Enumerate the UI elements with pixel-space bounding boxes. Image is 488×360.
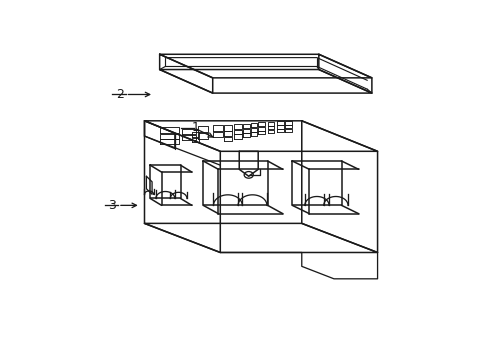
Text: 1: 1 xyxy=(191,121,199,134)
Text: 3: 3 xyxy=(108,199,116,212)
Text: 2: 2 xyxy=(116,88,123,101)
